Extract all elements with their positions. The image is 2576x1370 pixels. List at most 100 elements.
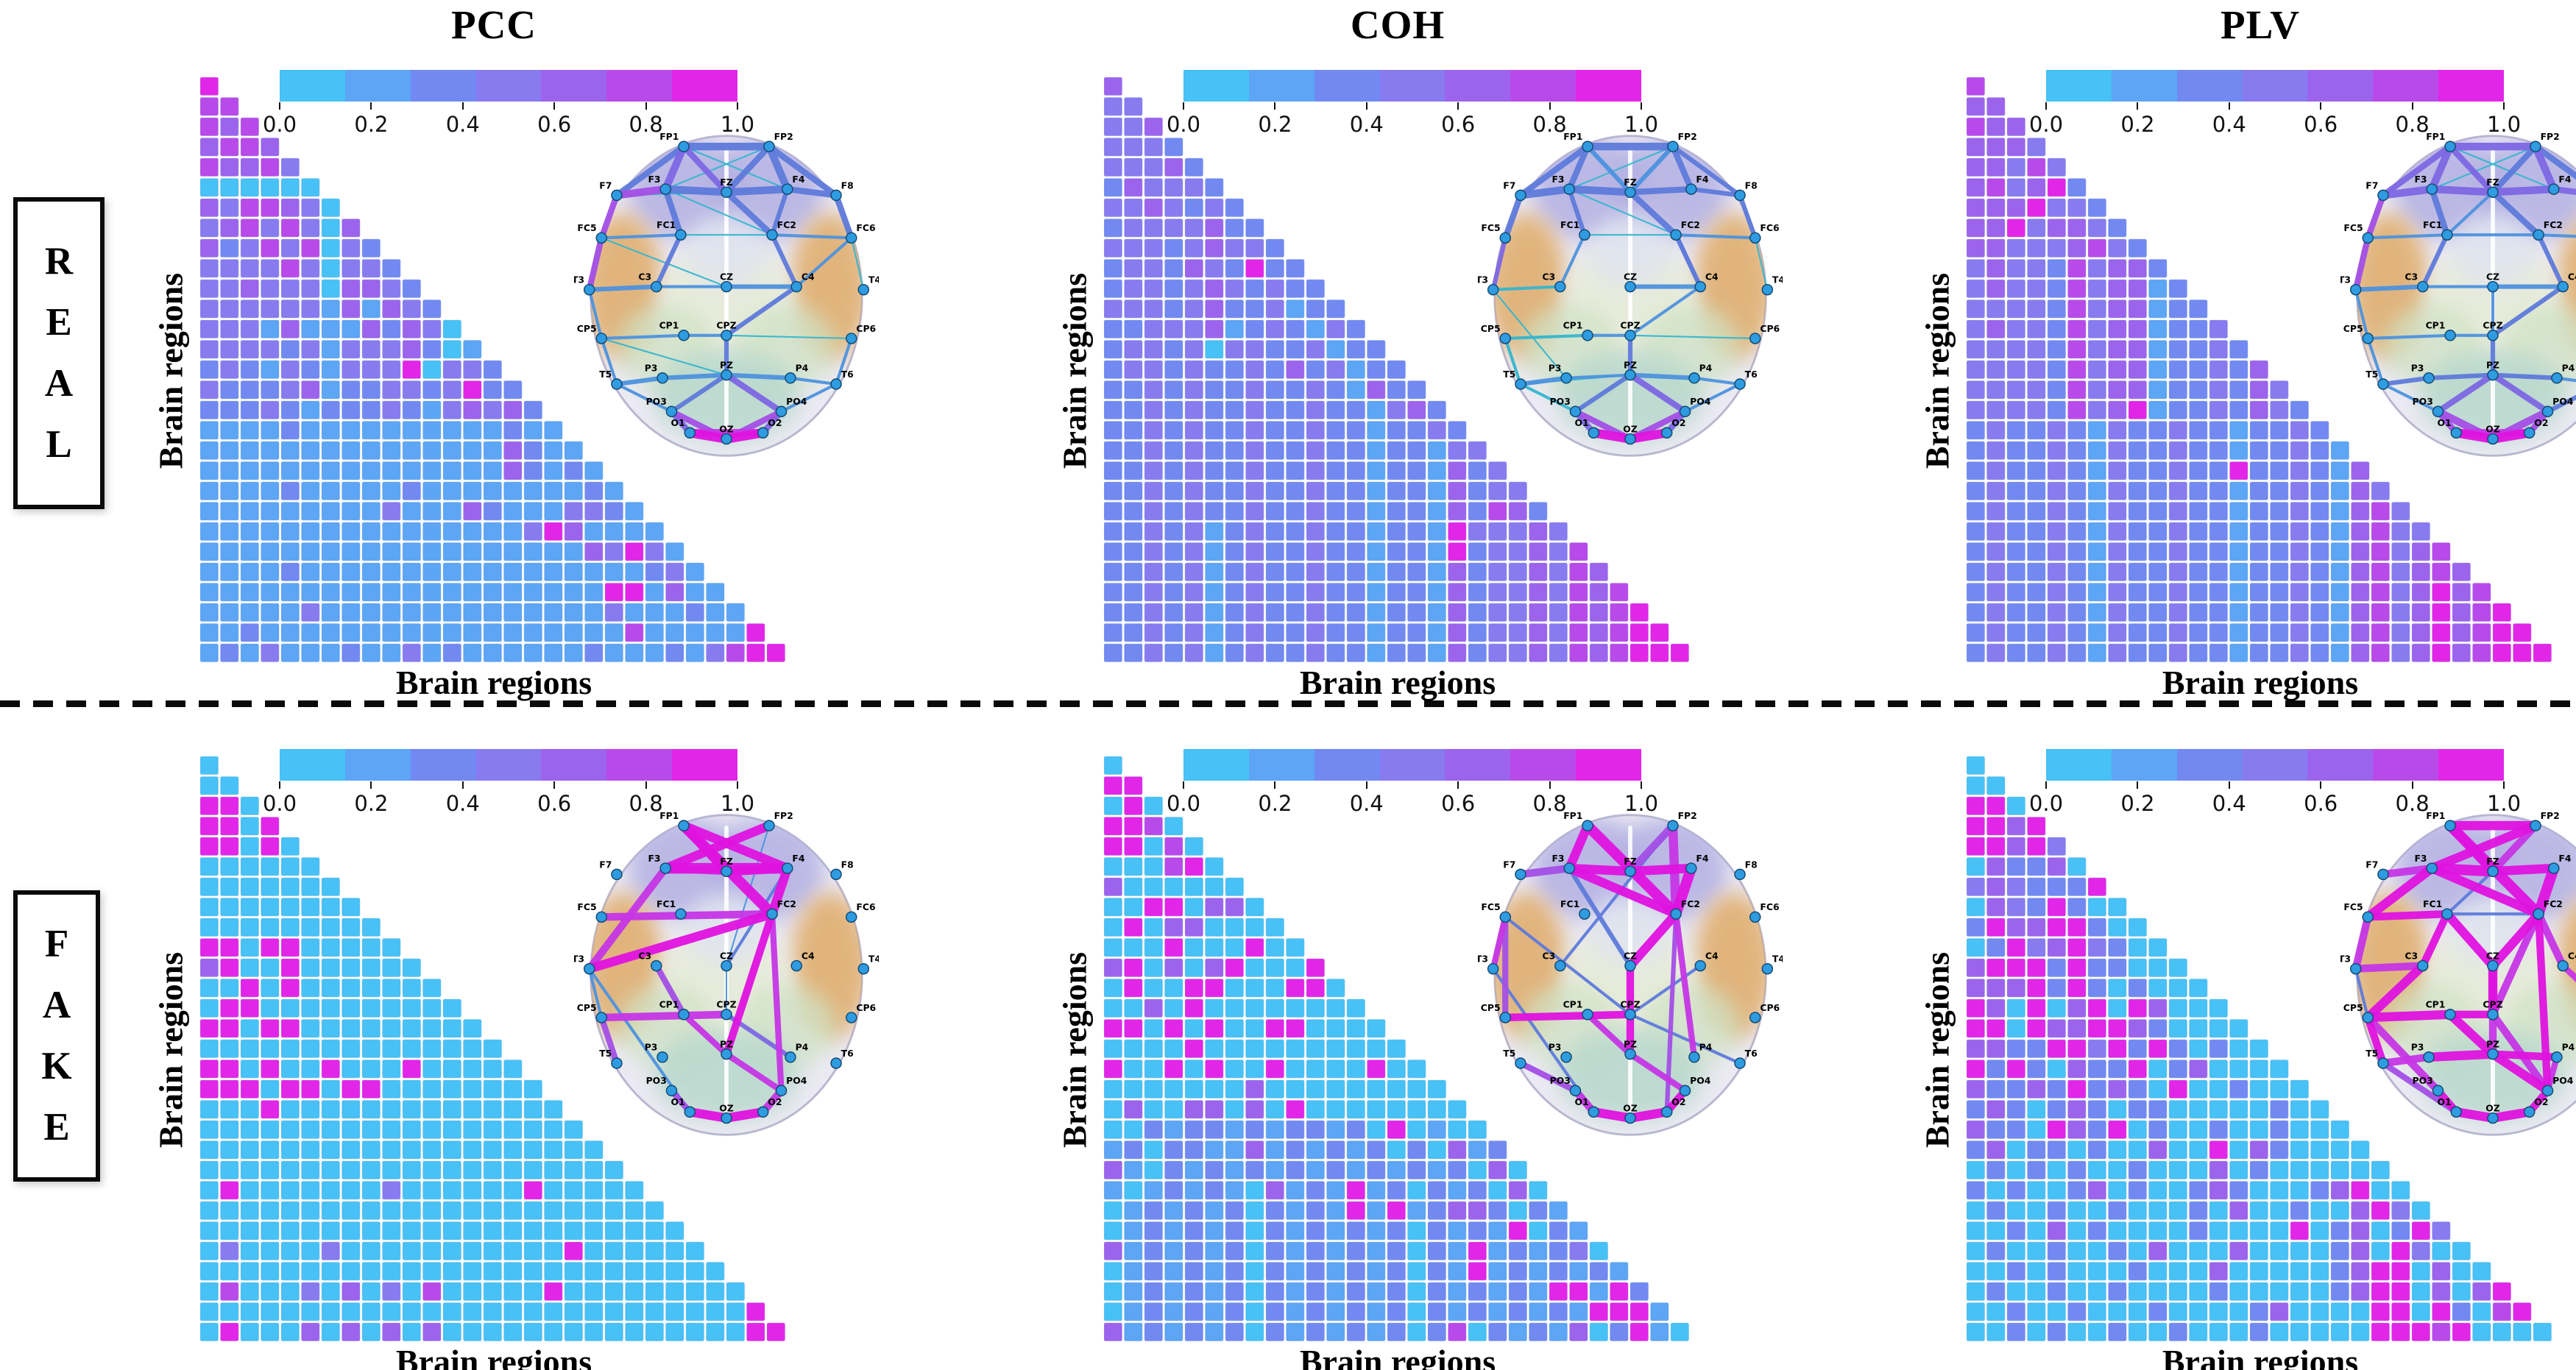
colorbar: 0.0 0.2 0.4 0.6 0.8 1.0: [263, 749, 754, 823]
colorbar-segment: [2046, 70, 2112, 102]
electrode-label: T3: [1478, 954, 1488, 965]
colorbar-segment: [410, 70, 476, 102]
column-title-pcc: PCC: [450, 2, 537, 47]
colorbar-tick-label: 0.6: [2304, 112, 2338, 137]
colorbar-tick-label: 1.0: [2486, 112, 2522, 137]
electrode-label: FC1: [1560, 219, 1579, 230]
panel-fake-plv: 0.00.20.40.60.81.0 FP1FP2F7F3FZF4F8FC5FC…: [1919, 679, 2576, 1370]
electrode-label: CZ: [720, 271, 733, 282]
colorbar-tick-mark: [2228, 781, 2230, 789]
colorbar-tick-mark: [1365, 781, 1367, 789]
brain-connectivity-plot: FP1 FP2 F7 F3 FZ F4 F8 FC5 FC1 FC2 FC6 T3 C3 CZ C4 T4 CP…: [574, 810, 879, 1136]
colorbar-tick-mark: [370, 102, 372, 110]
electrode-label: F3: [2414, 174, 2427, 185]
x-axis-label: Brain regions: [1299, 1343, 1496, 1370]
electrode-label: FZ: [1624, 856, 1636, 867]
electrode-label: CP1: [659, 999, 679, 1010]
electrode-label: PZ: [2486, 360, 2499, 371]
colorbar-tick-label: 0.4: [1349, 791, 1384, 816]
colorbar: 0.0 0.2 0.4 0.6 0.8 1.0: [2029, 70, 2521, 143]
colorbar-tick-mark: [1457, 102, 1459, 110]
colorbar-segment: [606, 70, 673, 102]
colorbar-segment: [1576, 70, 1641, 102]
y-axis-label: Brain regions: [152, 951, 190, 1149]
electrode-label: PO4: [786, 1075, 807, 1086]
colorbar-tick-label: 0.2: [2120, 791, 2155, 816]
electrode-label: F8: [1745, 180, 1758, 191]
colorbar-segment: [1314, 70, 1380, 102]
connectivity-heatmap: [1967, 77, 2552, 663]
colorbar-segment: [672, 70, 737, 102]
colorbar-segment: [475, 70, 542, 102]
electrode-label: PO4: [2552, 1075, 2574, 1086]
electrode-label: PZ: [720, 1039, 733, 1050]
colorbar-segment: [1183, 749, 1249, 781]
colorbar-segment: [1576, 749, 1641, 781]
electrode-label: F3: [648, 174, 660, 185]
electrode-label: P4: [796, 363, 809, 374]
electrode-label: FP1: [1563, 810, 1582, 821]
electrode-label: C3: [638, 271, 651, 282]
electrode-label: PO3: [2413, 1075, 2433, 1086]
colorbar-segment: [1510, 70, 1577, 102]
electrode-label: FP1: [2426, 810, 2445, 821]
electrode-label: FP1: [659, 131, 679, 142]
electrode-label: T5: [599, 1048, 612, 1059]
electrode-label: CP5: [2343, 1002, 2363, 1013]
panel-fake-coh: 0.0 0.2 0.4 0.6 0.8 1.0 FP1 FP2 F7 F3 FZ F4 F8 FC5 FC…: [1056, 679, 1796, 1370]
y-axis-label: Brain regions: [1918, 951, 1956, 1149]
electrode-label: FC2: [777, 898, 796, 909]
electrode-label: O1: [2438, 1096, 2452, 1107]
electrode-label: C4: [2568, 950, 2576, 961]
electrode-label: CP1: [1563, 999, 1583, 1010]
colorbar-tick-mark: [737, 781, 738, 789]
row-label-letter: E: [43, 1106, 70, 1149]
colorbar-tick-label: 0.2: [1258, 791, 1292, 816]
colorbar-segment: [2111, 70, 2177, 102]
electrode-label: O2: [1671, 417, 1685, 428]
colorbar-segment: [2242, 749, 2308, 781]
colorbar-tick-mark: [1457, 781, 1459, 789]
electrode-label: O1: [2438, 417, 2452, 428]
row-label-letter: F: [44, 923, 69, 965]
colorbar-segment: [1183, 70, 1249, 102]
connectivity-heatmap: [200, 77, 786, 663]
colorbar-tick-label: 1.0: [1624, 791, 1659, 816]
electrode-label: FZ: [720, 856, 732, 867]
colorbar-segment: [606, 749, 673, 781]
colorbar-segment: [1445, 70, 1511, 102]
colorbar: 0.0 0.2 0.4 0.6 0.8 1.0: [2029, 749, 2521, 823]
colorbar-tick-mark: [2137, 102, 2139, 110]
colorbar-tick-mark: [2045, 781, 2047, 789]
colorbar-tick-label: 0.4: [445, 112, 480, 137]
colorbar-segment: [1445, 749, 1511, 781]
x-axis-label: Brain regions: [395, 664, 592, 701]
electrode-label: FP1: [1563, 131, 1582, 142]
electrode-label: P3: [2411, 1042, 2424, 1053]
electrode-label: F7: [599, 859, 612, 870]
electrode-label: CP6: [856, 323, 876, 334]
colorbar-tick-mark: [1274, 102, 1276, 110]
colorbar-tick-label: 1.0: [720, 112, 755, 137]
electrode-label: O2: [768, 1096, 782, 1107]
electrode-label: FC2: [2544, 898, 2563, 909]
electrode-label: OZ: [1623, 423, 1638, 434]
electrode-label: F8: [1745, 859, 1758, 870]
colorbar-segment: [2176, 70, 2243, 102]
colorbar-tick-label: 0.4: [445, 791, 480, 816]
colorbar-tick-label: 0.0: [1166, 791, 1201, 816]
electrode-label: PO4: [786, 396, 807, 407]
colorbar-tick-label: 0.6: [537, 112, 572, 137]
electrode-label: FC2: [1681, 219, 1700, 230]
colorbar-tick-label: 0.2: [354, 791, 389, 816]
colorbar-tick-mark: [461, 102, 464, 110]
y-axis-label: Brain regions: [1055, 272, 1094, 469]
electrode-label: FC5: [1481, 222, 1500, 233]
colorbar-tick-label: 0.2: [1258, 112, 1292, 137]
electrode-label: F8: [841, 180, 854, 191]
panel-real-plv: PLV 0.00.20.40.60.81.0 FP1FP2F7F3FZF4F8F…: [1919, 0, 2576, 701]
colorbar-tick-mark: [2411, 102, 2413, 110]
electrode-label: CPZ: [1620, 999, 1640, 1010]
